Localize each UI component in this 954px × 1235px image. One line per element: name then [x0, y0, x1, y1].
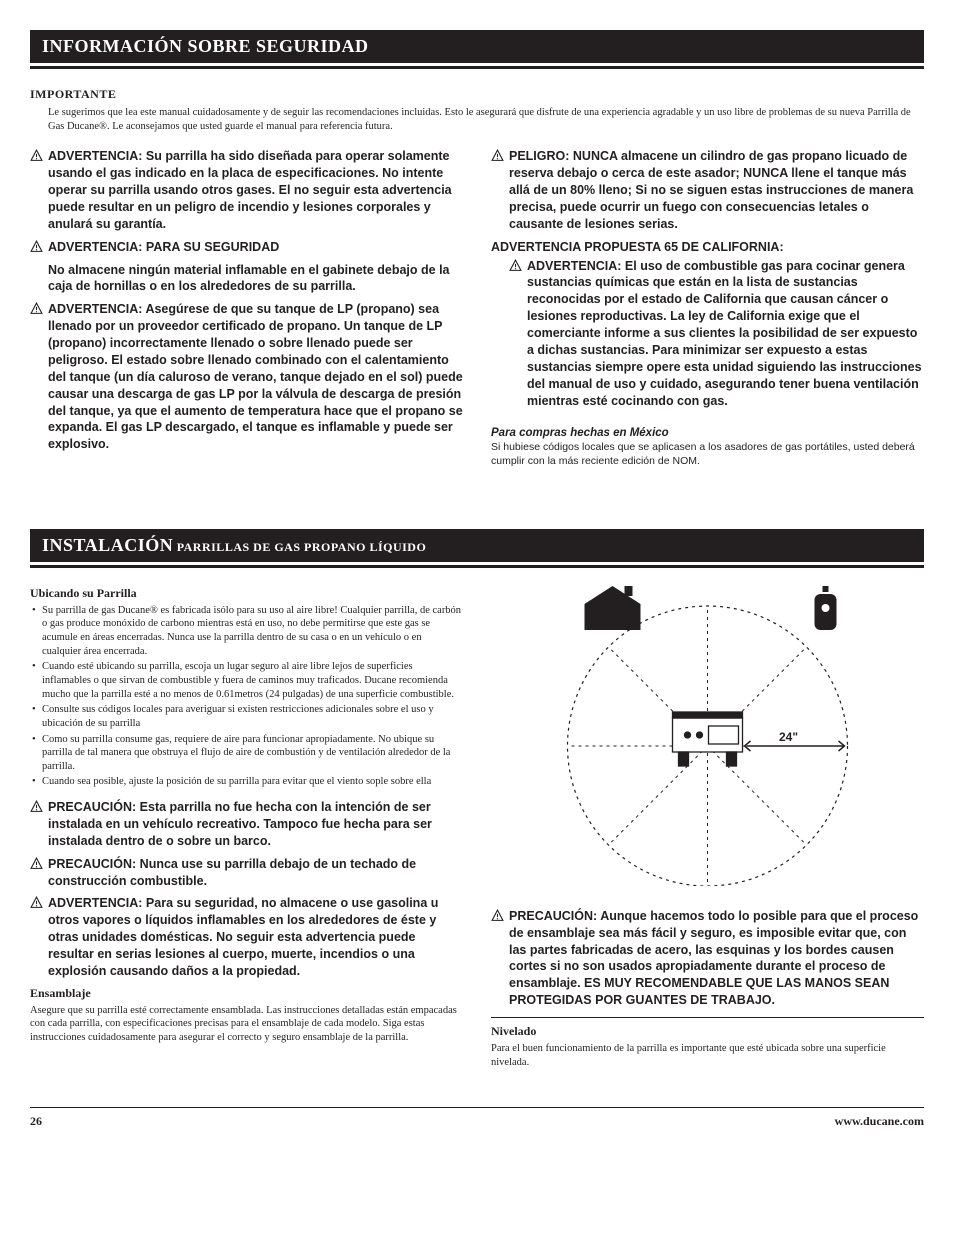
install-col-right: 24" PRECAUCIÓN: Aunque hacemos todo lo p…	[491, 586, 924, 1078]
warning-icon	[509, 259, 522, 272]
safety-col-right: PELIGRO: NUNCA almacene un cilindro de g…	[491, 148, 924, 468]
warning-icon	[30, 302, 43, 315]
thin-rule	[491, 1017, 924, 1018]
warning-text: ADVERTENCIA: El uso de combustible gas p…	[527, 258, 924, 410]
warning-indent-text: No almacene ningún material inflamable e…	[48, 262, 463, 296]
safety-columns: ADVERTENCIA: Su parrilla ha sido diseñad…	[30, 148, 924, 468]
nivelado-body: Para el buen funcionamiento de la parril…	[491, 1042, 924, 1069]
list-item: Su parrilla de gas Ducane® es fabricada …	[30, 604, 463, 659]
warning-item: PELIGRO: NUNCA almacene un cilindro de g…	[491, 148, 924, 232]
warning-item: ADVERTENCIA: Para su seguridad, no almac…	[30, 895, 463, 979]
install-columns: Ubicando su Parrilla Su parrilla de gas …	[30, 586, 924, 1078]
warning-item: ADVERTENCIA: Su parrilla ha sido diseñad…	[30, 148, 463, 232]
mexico-body: Si hubiese códigos locales que se aplica…	[491, 441, 924, 468]
warning-text: ADVERTENCIA: Asegúrese de que su tanque …	[48, 301, 463, 453]
ensamblaje-heading: Ensamblaje	[30, 986, 463, 1001]
warning-text: ADVERTENCIA: Su parrilla ha sido diseñad…	[48, 148, 463, 232]
section-title: INFORMACIÓN SOBRE SEGURIDAD	[42, 36, 369, 56]
warning-text: PRECAUCIÓN: Esta parrilla no fue hecha c…	[48, 799, 463, 850]
page-footer: 26 www.ducane.com	[30, 1107, 924, 1129]
warning-icon	[491, 909, 504, 922]
warning-item: ADVERTENCIA: Asegúrese de que su tanque …	[30, 301, 463, 453]
house-icon	[585, 586, 641, 630]
warning-item: ADVERTENCIA: El uso de combustible gas p…	[509, 258, 924, 410]
warning-icon	[30, 240, 43, 253]
clearance-label: 24"	[779, 730, 798, 744]
list-item: Cuando esté ubicando su parrilla, escoja…	[30, 660, 463, 701]
warning-item: PRECAUCIÓN: Aunque hacemos todo lo posib…	[491, 908, 924, 1009]
section-rule	[30, 66, 924, 69]
propane-tank-icon	[815, 586, 837, 630]
section-header-safety: INFORMACIÓN SOBRE SEGURIDAD	[30, 30, 924, 63]
list-item: Consulte sus códigos locales para averig…	[30, 703, 463, 730]
section-title-sub: PARRILLAS DE GAS PROPANO LÍQUIDO	[173, 540, 426, 554]
mexico-heading: Para compras hechas en México	[491, 427, 924, 439]
install-col-left: Ubicando su Parrilla Su parrilla de gas …	[30, 586, 463, 1078]
grill-icon	[673, 712, 743, 766]
importante-label: IMPORTANTE	[30, 87, 924, 102]
ensamblaje-body: Asegure que su parrilla esté correctamen…	[30, 1004, 463, 1045]
warning-icon	[30, 896, 43, 909]
warning-text: ADVERTENCIA: PARA SU SEGURIDAD	[48, 239, 463, 256]
warning-icon	[491, 149, 504, 162]
warning-text: PRECAUCIÓN: Nunca use su parrilla debajo…	[48, 856, 463, 890]
ubicando-heading: Ubicando su Parrilla	[30, 586, 463, 601]
warning-text: ADVERTENCIA: Para su seguridad, no almac…	[48, 895, 463, 979]
warning-text: PRECAUCIÓN: Aunque hacemos todo lo posib…	[509, 908, 924, 1009]
warning-text: PELIGRO: NUNCA almacene un cilindro de g…	[509, 148, 924, 232]
warning-icon	[30, 149, 43, 162]
list-item: Cuando sea posible, ajuste la posición d…	[30, 775, 463, 789]
section-title-main: INSTALACIÓN	[42, 535, 173, 555]
warning-item: ADVERTENCIA: PARA SU SEGURIDAD	[30, 239, 463, 256]
section-rule	[30, 565, 924, 568]
warning-item: PRECAUCIÓN: Nunca use su parrilla debajo…	[30, 856, 463, 890]
prop65-heading: ADVERTENCIA PROPUESTA 65 DE CALIFORNIA:	[491, 239, 924, 256]
safety-col-left: ADVERTENCIA: Su parrilla ha sido diseñad…	[30, 148, 463, 468]
ubicando-list: Su parrilla de gas Ducane® es fabricada …	[30, 604, 463, 789]
page-number: 26	[30, 1114, 42, 1129]
intro-paragraph: Le sugerimos que lea este manual cuidado…	[48, 106, 924, 134]
warning-item: PRECAUCIÓN: Esta parrilla no fue hecha c…	[30, 799, 463, 850]
warning-icon	[30, 800, 43, 813]
warning-icon	[30, 857, 43, 870]
list-item: Como su parrilla consume gas, requiere d…	[30, 733, 463, 774]
footer-url: www.ducane.com	[835, 1114, 924, 1129]
section-header-install: INSTALACIÓN PARRILLAS DE GAS PROPANO LÍQ…	[30, 529, 924, 562]
clearance-diagram: 24"	[491, 586, 924, 886]
nivelado-heading: Nivelado	[491, 1024, 924, 1039]
